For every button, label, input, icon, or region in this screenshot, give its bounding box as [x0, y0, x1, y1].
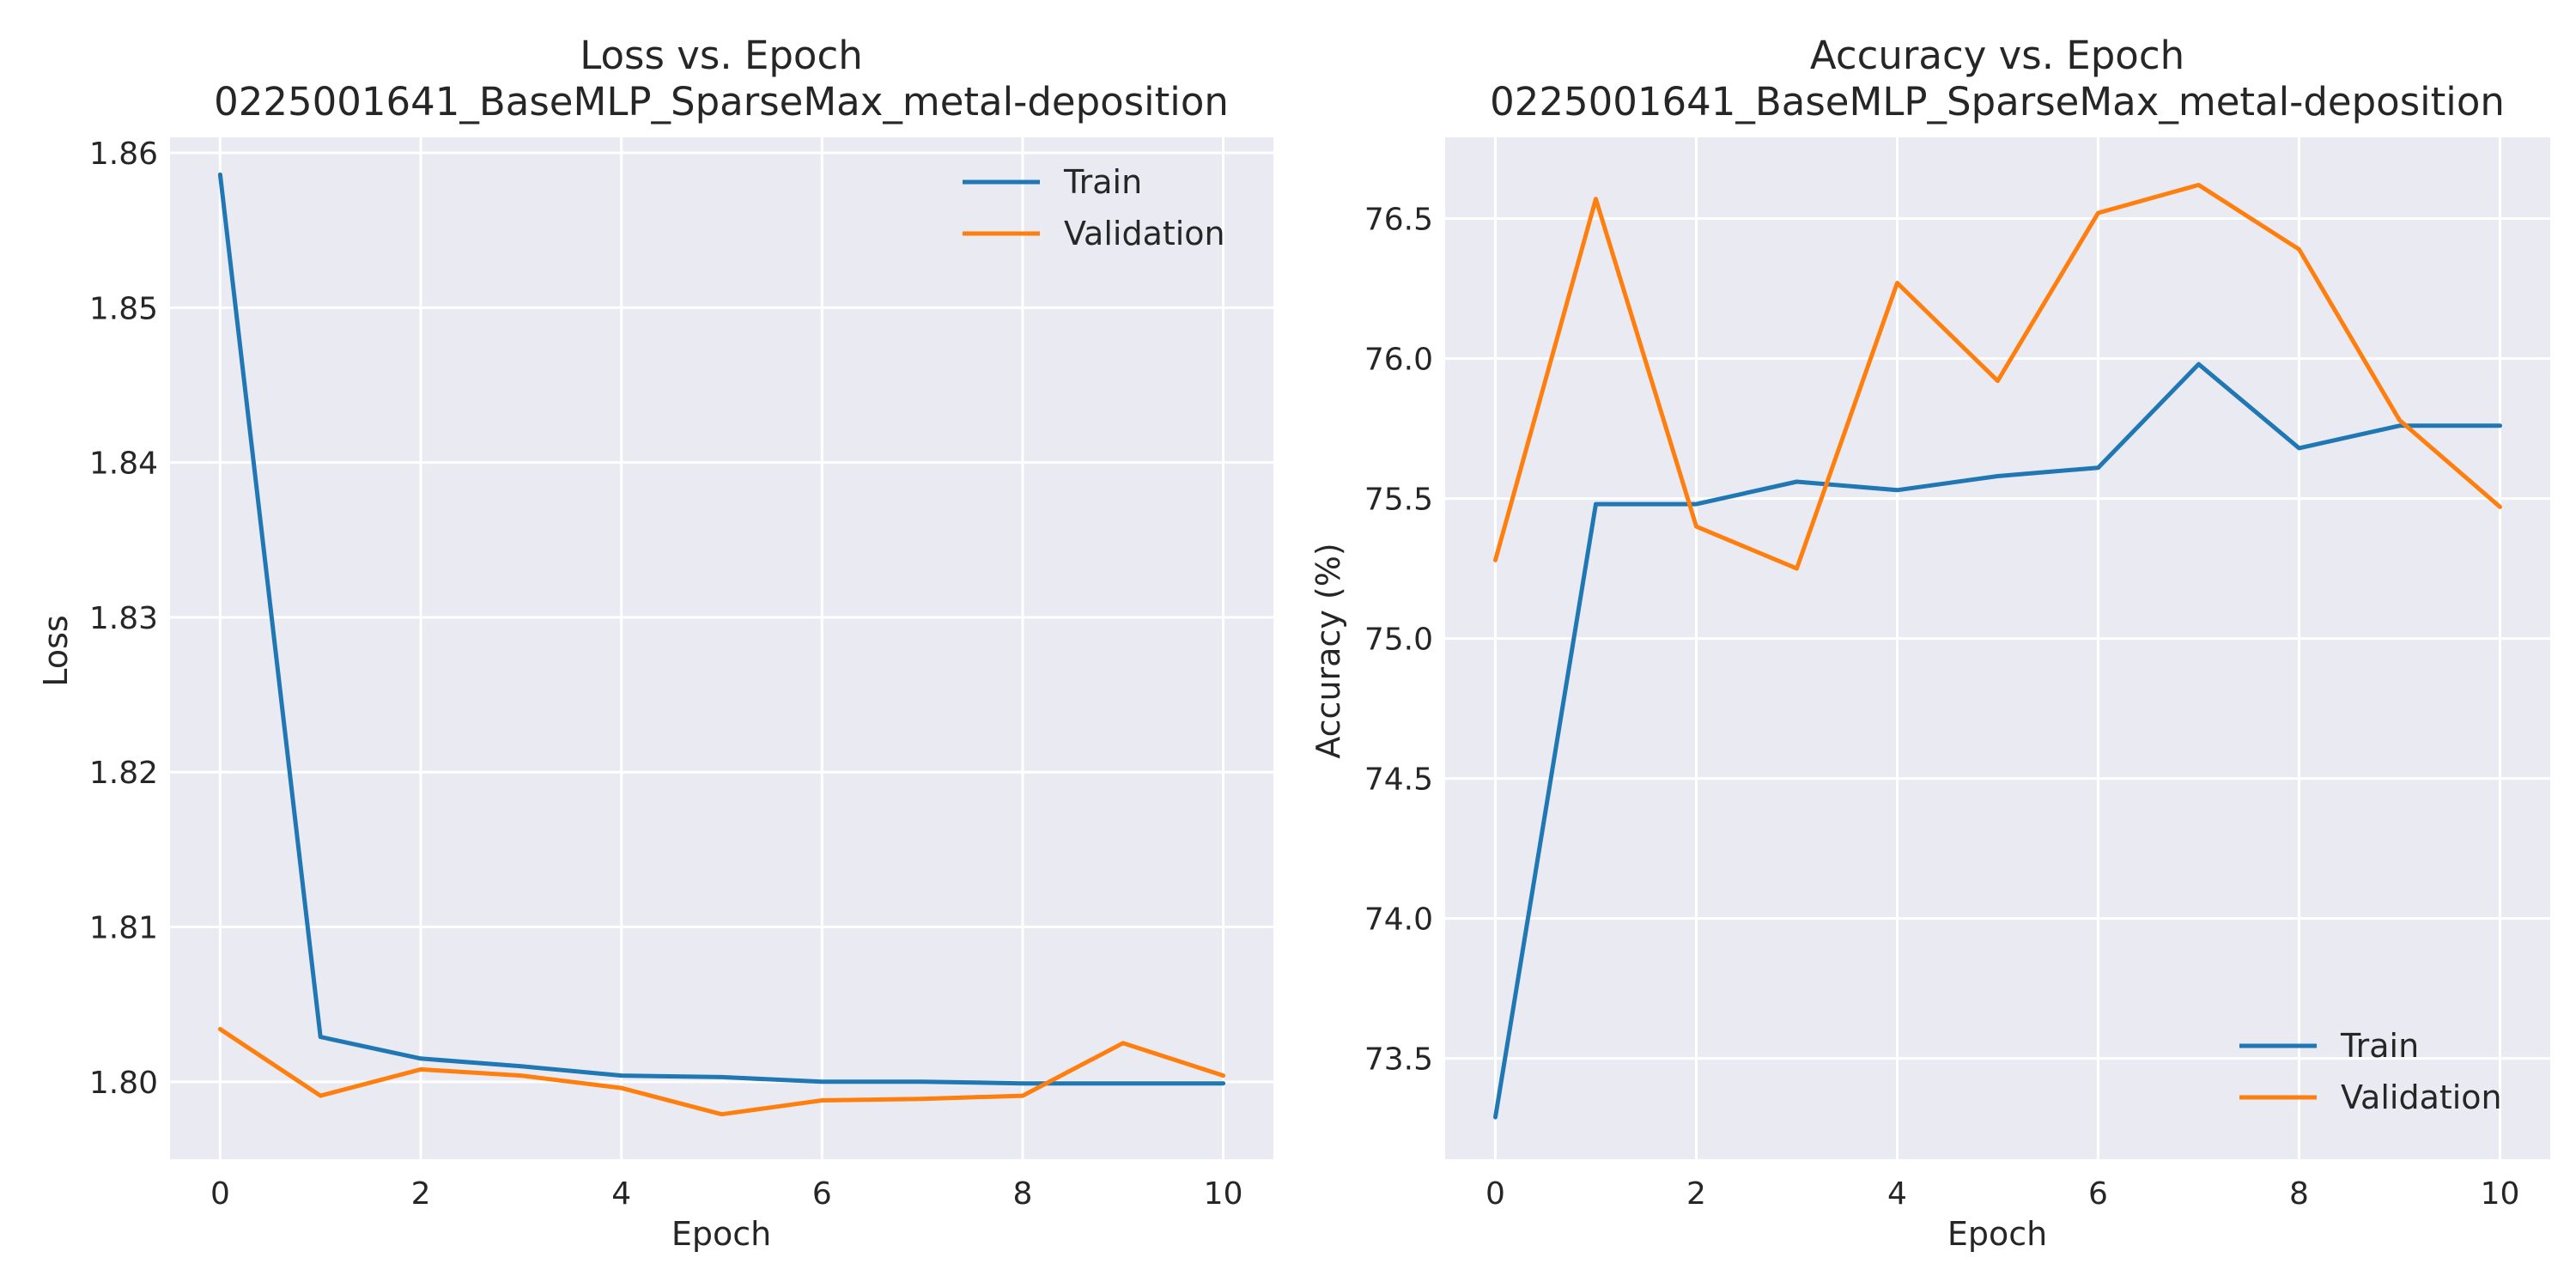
loss-legend-label-validation: Validation [1064, 215, 1225, 252]
loss-x-tick-label: 2 [411, 1176, 431, 1212]
accuracy-chart-title: Accuracy vs. Epoch [1810, 33, 2184, 78]
accuracy-x-tick-label: 10 [2481, 1176, 2520, 1212]
accuracy-legend-label-train: Train [2340, 1027, 2419, 1065]
accuracy-x-tick-label: 4 [1887, 1176, 1907, 1212]
accuracy-x-tick-label: 6 [2088, 1176, 2108, 1212]
loss-x-tick-label: 4 [611, 1176, 631, 1212]
loss-y-tick-label: 1.85 [89, 291, 158, 326]
accuracy-y-tick-label: 76.0 [1364, 343, 1433, 378]
accuracy-y-tick-label: 73.5 [1364, 1042, 1433, 1078]
loss-series-validation-line [217, 1027, 1226, 1117]
loss-x-tick-label: 8 [1013, 1176, 1033, 1212]
loss-y-tick-label: 1.81 [89, 911, 158, 946]
loss-y-tick-label: 1.82 [89, 756, 158, 791]
loss-legend: Train Validation [963, 163, 1225, 252]
accuracy-chart-xlabel: Epoch [1947, 1215, 2047, 1253]
accuracy-series-train-line [1493, 361, 2502, 1120]
accuracy-legend: Train Validation [2239, 1027, 2502, 1116]
accuracy-x-tick-label: 0 [1485, 1176, 1505, 1212]
loss-x-tick-label: 10 [1204, 1176, 1243, 1212]
accuracy-chart-subtitle: 0225001641_BaseMLP_SparseMax_metal-depos… [1490, 79, 2505, 125]
loss-series-train-line [217, 172, 1226, 1086]
loss-chart-ylabel: Loss [37, 615, 75, 686]
accuracy-y-tick-label: 76.5 [1364, 203, 1433, 238]
loss-chart-xlabel: Epoch [671, 1215, 771, 1253]
accuracy-y-tick-label: 74.0 [1364, 902, 1433, 938]
loss-chart-subtitle: 0225001641_BaseMLP_SparseMax_metal-depos… [214, 79, 1229, 125]
loss-x-tick-label: 6 [812, 1176, 832, 1212]
loss-chart-title: Loss vs. Epoch [580, 33, 862, 78]
accuracy-x-tick-label: 8 [2289, 1176, 2309, 1212]
loss-y-tick-label: 1.83 [89, 601, 158, 636]
loss-plot-area [170, 137, 1273, 1159]
accuracy-y-tick-label: 75.0 [1364, 623, 1433, 658]
accuracy-y-tick-label: 74.5 [1364, 762, 1433, 798]
accuracy-chart-ylabel: Accuracy (%) [1309, 543, 1347, 758]
loss-chart: Loss vs. Epoch 0225001641_BaseMLP_Sparse… [37, 33, 1273, 1253]
accuracy-plot-area [1445, 137, 2550, 1159]
loss-x-tick-label: 0 [210, 1176, 230, 1212]
loss-legend-label-train: Train [1063, 163, 1142, 201]
loss-y-tick-label: 1.84 [89, 447, 158, 482]
loss-y-tick-label: 1.86 [89, 137, 158, 172]
accuracy-series-validation-line [1493, 182, 2502, 571]
accuracy-legend-label-validation: Validation [2341, 1078, 2502, 1116]
accuracy-x-tick-label: 2 [1686, 1176, 1706, 1212]
accuracy-chart: Accuracy vs. Epoch 0225001641_BaseMLP_Sp… [1309, 33, 2550, 1253]
loss-y-tick-label: 1.80 [89, 1066, 158, 1101]
accuracy-y-tick-label: 75.5 [1364, 483, 1433, 518]
